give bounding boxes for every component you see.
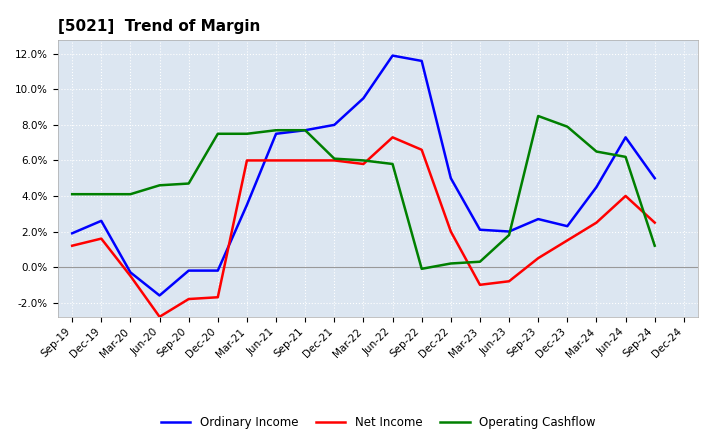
Legend: Ordinary Income, Net Income, Operating Cashflow: Ordinary Income, Net Income, Operating C… [156, 411, 600, 434]
Text: [5021]  Trend of Margin: [5021] Trend of Margin [58, 19, 260, 34]
